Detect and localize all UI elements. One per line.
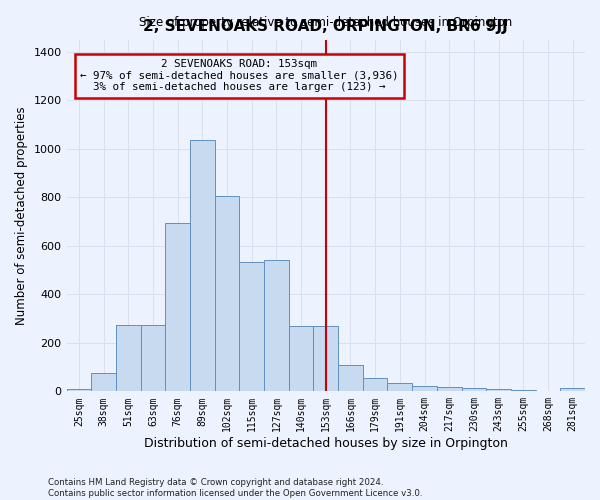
Bar: [289, 326, 313, 392]
Bar: [412, 386, 437, 392]
Y-axis label: Number of semi-detached properties: Number of semi-detached properties: [15, 106, 28, 325]
Bar: [363, 378, 388, 392]
Bar: [264, 260, 289, 392]
X-axis label: Distribution of semi-detached houses by size in Orpington: Distribution of semi-detached houses by …: [144, 437, 508, 450]
Bar: [437, 387, 461, 392]
Bar: [388, 383, 412, 392]
Bar: [91, 373, 116, 392]
Bar: [239, 262, 264, 392]
Bar: [511, 390, 536, 392]
Bar: [215, 196, 239, 392]
Title: 2, SEVENOAKS ROAD, ORPINGTON, BR6 9JJ: 2, SEVENOAKS ROAD, ORPINGTON, BR6 9JJ: [143, 19, 508, 34]
Bar: [116, 324, 140, 392]
Text: Size of property relative to semi-detached houses in Orpington: Size of property relative to semi-detach…: [139, 16, 512, 29]
Text: Contains HM Land Registry data © Crown copyright and database right 2024.
Contai: Contains HM Land Registry data © Crown c…: [48, 478, 422, 498]
Bar: [560, 388, 585, 392]
Bar: [190, 140, 215, 392]
Bar: [338, 364, 363, 392]
Bar: [165, 222, 190, 392]
Bar: [140, 324, 165, 392]
Text: 2 SEVENOAKS ROAD: 153sqm
← 97% of semi-detached houses are smaller (3,936)
3% of: 2 SEVENOAKS ROAD: 153sqm ← 97% of semi-d…: [80, 59, 398, 92]
Bar: [461, 388, 486, 392]
Bar: [67, 389, 91, 392]
Bar: [313, 326, 338, 392]
Bar: [486, 390, 511, 392]
